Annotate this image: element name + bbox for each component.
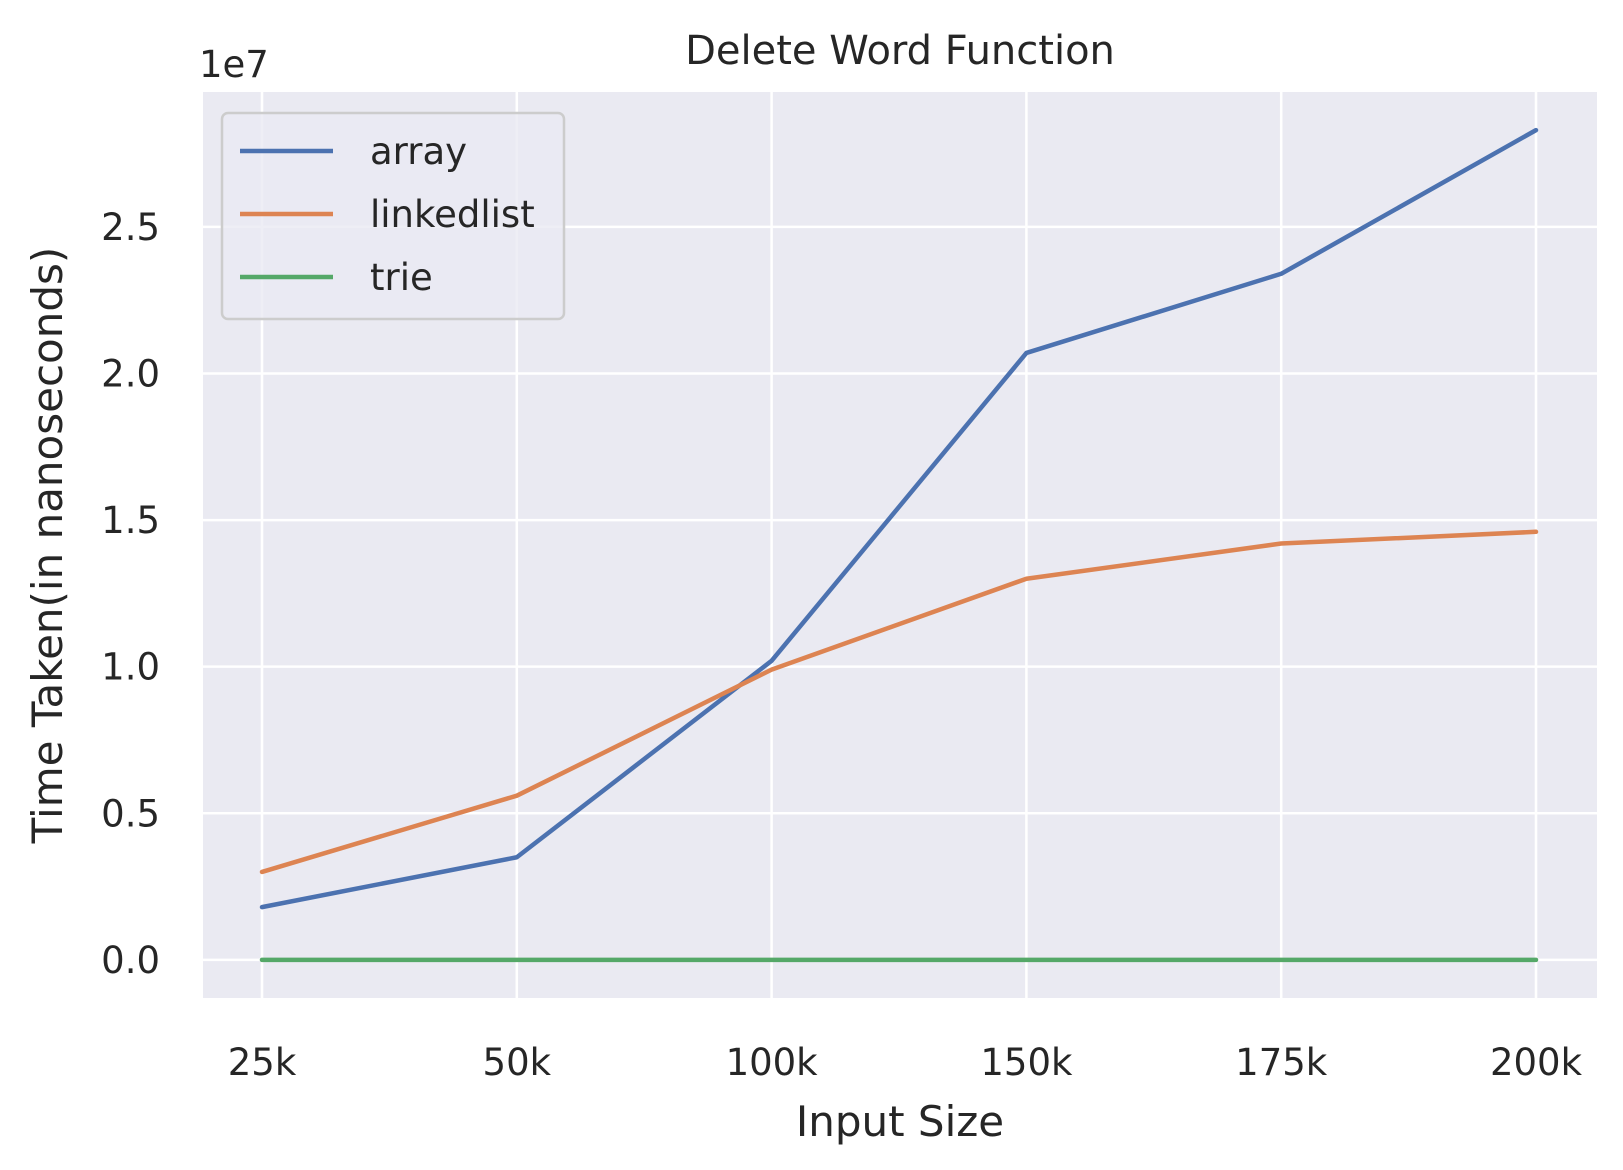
y-offset-label: 1e7 — [199, 43, 269, 86]
y-tick-label: 1.5 — [101, 499, 160, 542]
y-tick-label: 2.5 — [101, 206, 160, 249]
x-tick-label: 50k — [483, 1041, 552, 1084]
y-tick-label: 1.0 — [101, 646, 160, 689]
grid-lines — [203, 92, 1597, 998]
x-axis-label: Input Size — [796, 1097, 1004, 1146]
y-tick-labels: 0.0 0.5 1.0 1.5 2.0 2.5 — [101, 206, 160, 982]
x-tick-label: 200k — [1490, 1041, 1583, 1084]
legend-label-trie: trie — [370, 256, 433, 299]
series-line-linkedlist — [259, 529, 1539, 875]
legend-label-array: array — [370, 130, 467, 173]
x-tick-labels: 25k 50k 100k 150k 175k 200k — [228, 1041, 1583, 1084]
y-tick-label: 2.0 — [101, 352, 160, 395]
series-lines — [259, 127, 1539, 963]
y-axis-label: Time Taken(in nanoseconds) — [23, 247, 72, 845]
y-tick-label: 0.0 — [101, 939, 160, 982]
chart-title: Delete Word Function — [685, 28, 1115, 74]
legend: array linkedlist trie — [220, 111, 566, 321]
x-tick-label: 175k — [1235, 1041, 1328, 1084]
x-tick-label: 100k — [726, 1041, 819, 1084]
y-tick-label: 0.5 — [101, 792, 160, 835]
series-line-array — [259, 127, 1539, 910]
legend-box — [220, 111, 566, 321]
x-tick-label: 25k — [228, 1041, 297, 1084]
x-tick-label: 150k — [980, 1041, 1073, 1084]
legend-label-linkedlist: linkedlist — [370, 193, 535, 236]
